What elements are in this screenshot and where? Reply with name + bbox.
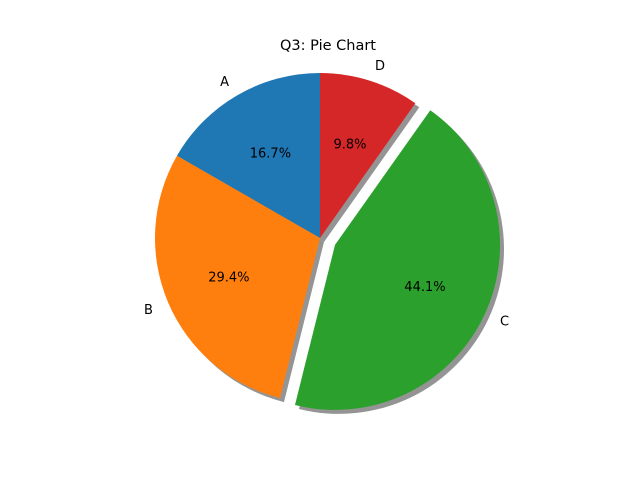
slice-label-a: A — [220, 75, 229, 90]
pie-slice-c — [294, 110, 500, 410]
slice-percent-d: 9.8% — [333, 138, 366, 153]
chart-title: Q3: Pie Chart — [280, 38, 376, 54]
slice-percent-b: 29.4% — [208, 271, 249, 286]
slice-label-b: B — [144, 303, 153, 318]
slice-label-d: D — [375, 59, 385, 74]
pie-slice-b — [154, 155, 320, 399]
pie-slice-d — [320, 73, 416, 238]
slice-label-c: C — [500, 315, 509, 330]
slice-percent-a: 16.7% — [250, 146, 291, 161]
pie-labels: A 16.7% B 29.4% C 44.1% D 9.8% — [144, 59, 509, 330]
pie-slices — [154, 73, 500, 410]
slice-percent-c: 44.1% — [404, 280, 445, 295]
pie-slice-a — [176, 73, 320, 238]
